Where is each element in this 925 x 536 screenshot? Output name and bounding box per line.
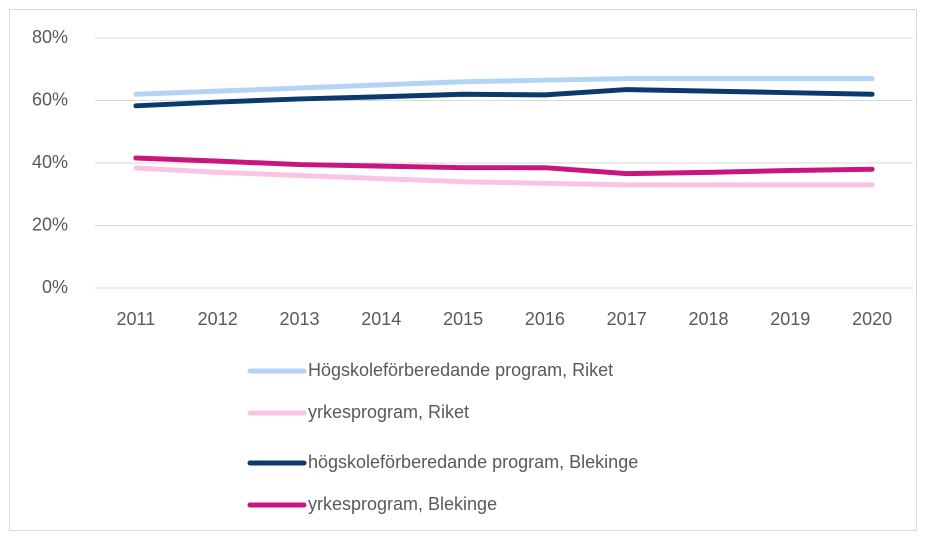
- y-tick-label: 60%: [32, 89, 68, 109]
- x-tick-label: 2014: [361, 309, 401, 329]
- x-tick-label: 2012: [198, 309, 238, 329]
- x-tick-label: 2019: [770, 309, 810, 329]
- legend-label: yrkesprogram, Riket: [308, 402, 469, 422]
- series-line: [133, 76, 875, 97]
- series-line: [133, 165, 875, 188]
- x-tick-label: 2020: [852, 309, 892, 329]
- x-tick-label: 2018: [688, 309, 728, 329]
- series-line: [133, 87, 875, 109]
- legend-label: Högskoleförberedande program, Riket: [308, 360, 613, 380]
- y-tick-label: 40%: [32, 152, 68, 172]
- y-tick-label: 80%: [32, 27, 68, 47]
- x-tick-label: 2016: [525, 309, 565, 329]
- x-tick-label: 2013: [279, 309, 319, 329]
- x-tick-label: 2017: [607, 309, 647, 329]
- y-tick-label: 0%: [42, 277, 68, 297]
- legend-label: högskoleförberedande program, Blekinge: [308, 452, 638, 472]
- legend-label: yrkesprogram, Blekinge: [308, 494, 497, 514]
- x-tick-label: 2011: [117, 309, 156, 329]
- y-tick-label: 20%: [32, 214, 68, 234]
- series-line: [133, 155, 875, 177]
- x-tick-label: 2015: [443, 309, 483, 329]
